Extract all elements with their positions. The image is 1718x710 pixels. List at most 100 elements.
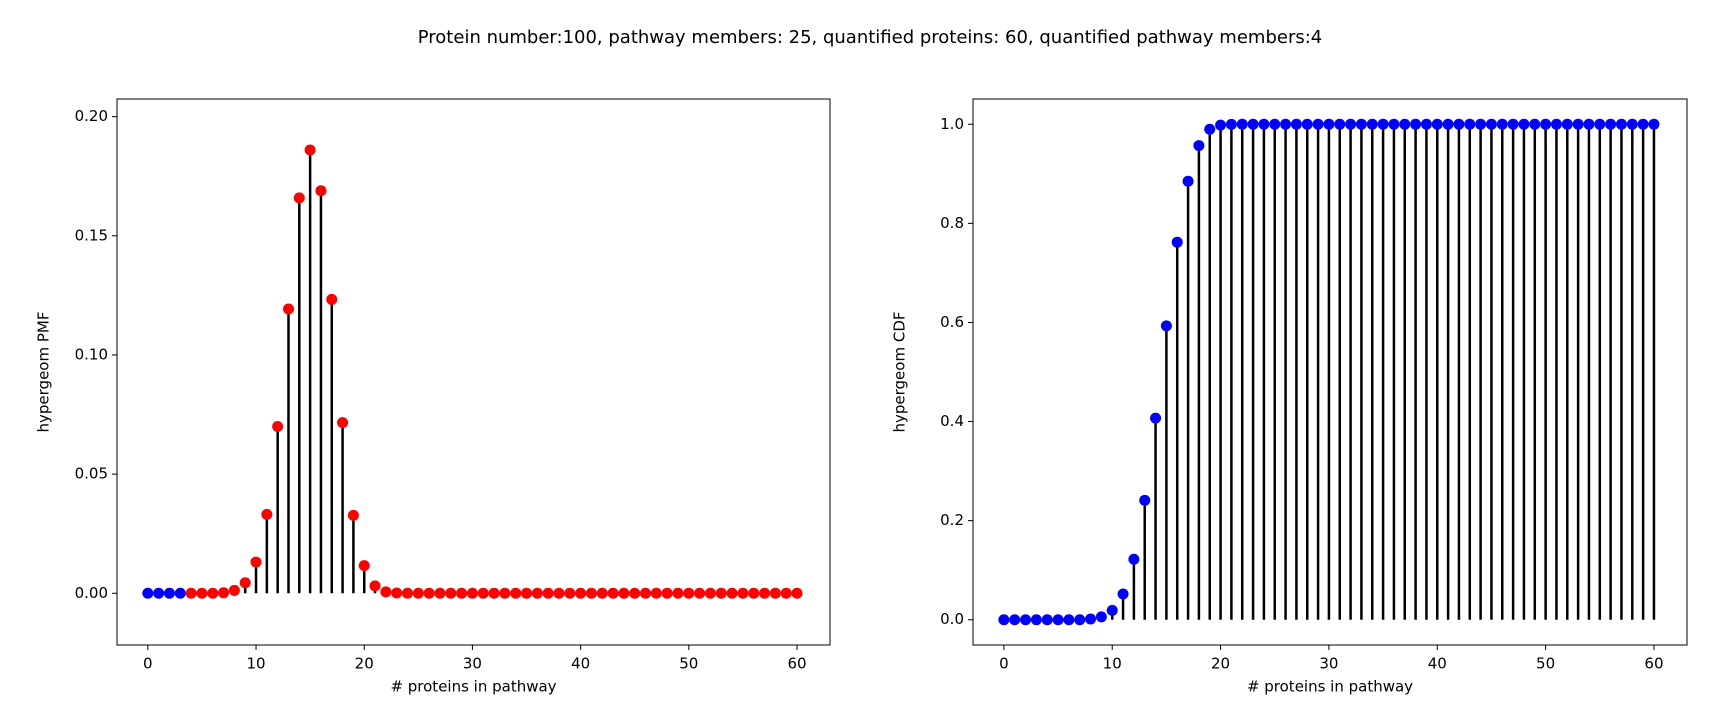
marker [585, 587, 597, 599]
marker [769, 587, 781, 599]
marker [1518, 118, 1530, 130]
marker [261, 508, 273, 520]
marker [640, 587, 652, 599]
marker [1561, 118, 1573, 130]
marker [391, 587, 403, 599]
y-tick-label: 1.0 [940, 115, 964, 133]
x-tick-label: 30 [463, 655, 482, 673]
marker [564, 587, 576, 599]
marker [759, 587, 771, 599]
axes-frame [972, 98, 1688, 646]
marker [791, 587, 803, 599]
marker [380, 586, 392, 598]
marker [1453, 118, 1465, 130]
x-tick-label: 10 [246, 655, 265, 673]
marker [218, 587, 230, 599]
y-tick-label: 0.6 [940, 313, 964, 331]
x-tick-label: 20 [1211, 655, 1230, 673]
marker [326, 293, 338, 305]
x-tick-label: 50 [1536, 655, 1555, 673]
x-tick-label: 40 [1428, 655, 1447, 673]
marker [542, 587, 554, 599]
y-tick-label: 0.0 [940, 610, 964, 628]
marker [1106, 604, 1118, 616]
marker [434, 587, 446, 599]
marker [1052, 614, 1064, 626]
marker [207, 587, 219, 599]
marker [629, 587, 641, 599]
marker [1366, 118, 1378, 130]
marker [694, 587, 706, 599]
marker [1160, 320, 1172, 332]
marker [683, 587, 695, 599]
marker [1496, 118, 1508, 130]
marker [1583, 118, 1595, 130]
marker [704, 587, 716, 599]
marker [1345, 118, 1357, 130]
marker [748, 587, 760, 599]
y-tick-label: 0.15 [75, 226, 108, 244]
marker [1637, 118, 1649, 130]
marker [1236, 118, 1248, 130]
y-tick-label: 0.10 [75, 345, 108, 363]
y-axis-label: hypergeom CDF [891, 312, 909, 433]
marker [1529, 118, 1541, 130]
marker [672, 587, 684, 599]
marker [1171, 236, 1183, 248]
marker [477, 587, 489, 599]
marker [1074, 614, 1086, 626]
marker [1041, 614, 1053, 626]
marker [1063, 614, 1075, 626]
marker [456, 587, 468, 599]
marker [1648, 118, 1660, 130]
marker [596, 587, 608, 599]
marker [1009, 614, 1021, 626]
marker [185, 587, 197, 599]
marker [196, 587, 208, 599]
marker [1540, 118, 1552, 130]
marker [1280, 118, 1292, 130]
marker [1301, 118, 1313, 130]
marker [1410, 118, 1422, 130]
marker [282, 303, 294, 315]
marker [250, 556, 262, 568]
y-tick-label: 0.00 [75, 584, 108, 602]
y-tick-label: 0.2 [940, 511, 964, 529]
marker [228, 584, 240, 596]
y-axis-label: hypergeom PMF [35, 312, 53, 433]
marker [337, 417, 349, 429]
marker [1388, 118, 1400, 130]
marker [1605, 118, 1617, 130]
marker [1420, 118, 1432, 130]
marker [1225, 118, 1237, 130]
marker [293, 192, 305, 204]
x-tick-label: 20 [355, 655, 374, 673]
marker [174, 587, 186, 599]
marker [153, 587, 165, 599]
marker [998, 614, 1010, 626]
marker [1626, 118, 1638, 130]
y-tick-label: 0.20 [75, 107, 108, 125]
marker [369, 580, 381, 592]
x-tick-label: 0 [143, 655, 153, 673]
x-axis-label: # proteins in pathway [390, 678, 556, 696]
marker [1377, 118, 1389, 130]
marker [1258, 118, 1270, 130]
marker [1215, 119, 1227, 131]
marker [1193, 140, 1205, 152]
x-tick-label: 40 [571, 655, 590, 673]
marker [1464, 118, 1476, 130]
marker [1139, 494, 1151, 506]
marker [142, 587, 154, 599]
marker [347, 509, 359, 521]
marker [1355, 118, 1367, 130]
marker [650, 587, 662, 599]
marker [553, 587, 565, 599]
marker [1085, 613, 1097, 625]
marker [1095, 611, 1107, 623]
marker [1020, 614, 1032, 626]
marker [726, 587, 738, 599]
marker [1182, 175, 1194, 187]
